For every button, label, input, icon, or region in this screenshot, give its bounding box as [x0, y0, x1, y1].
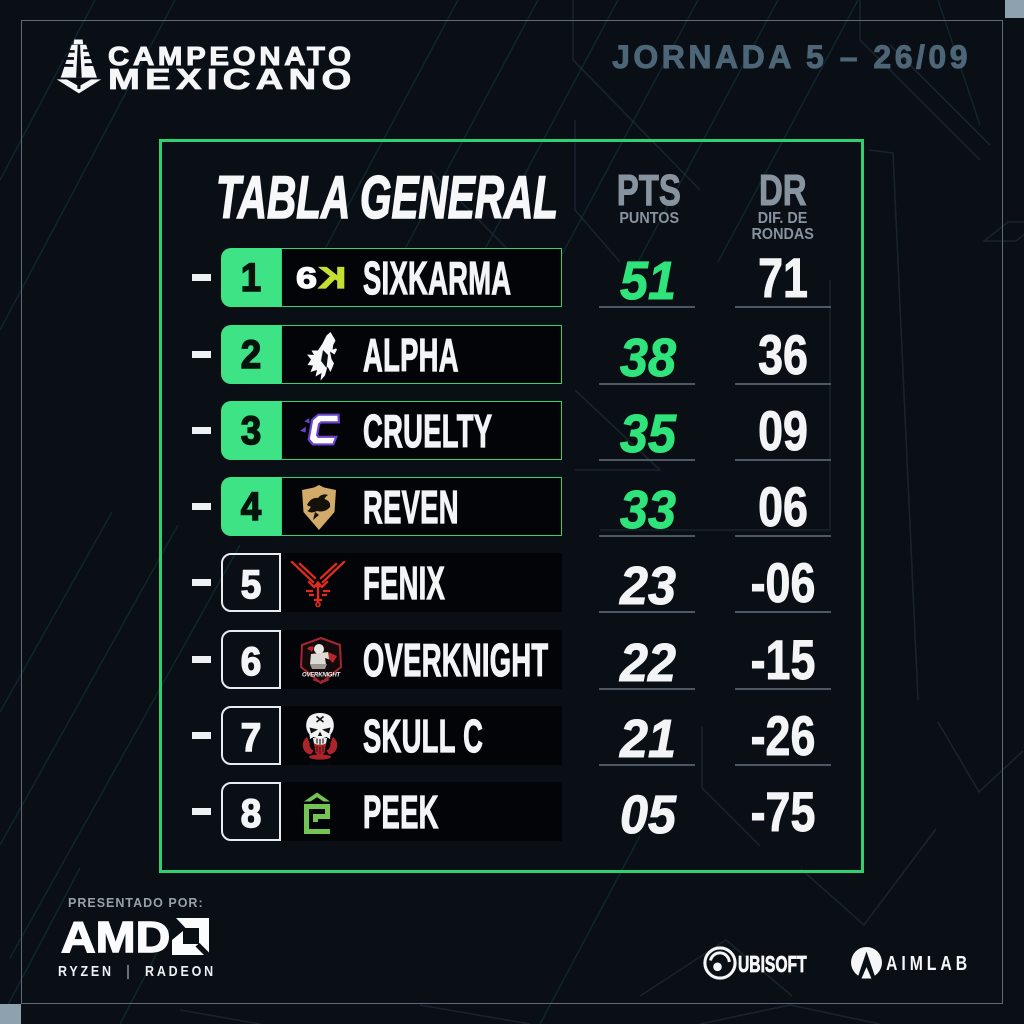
svg-text:OVERKNIGHT: OVERKNIGHT — [302, 673, 342, 679]
